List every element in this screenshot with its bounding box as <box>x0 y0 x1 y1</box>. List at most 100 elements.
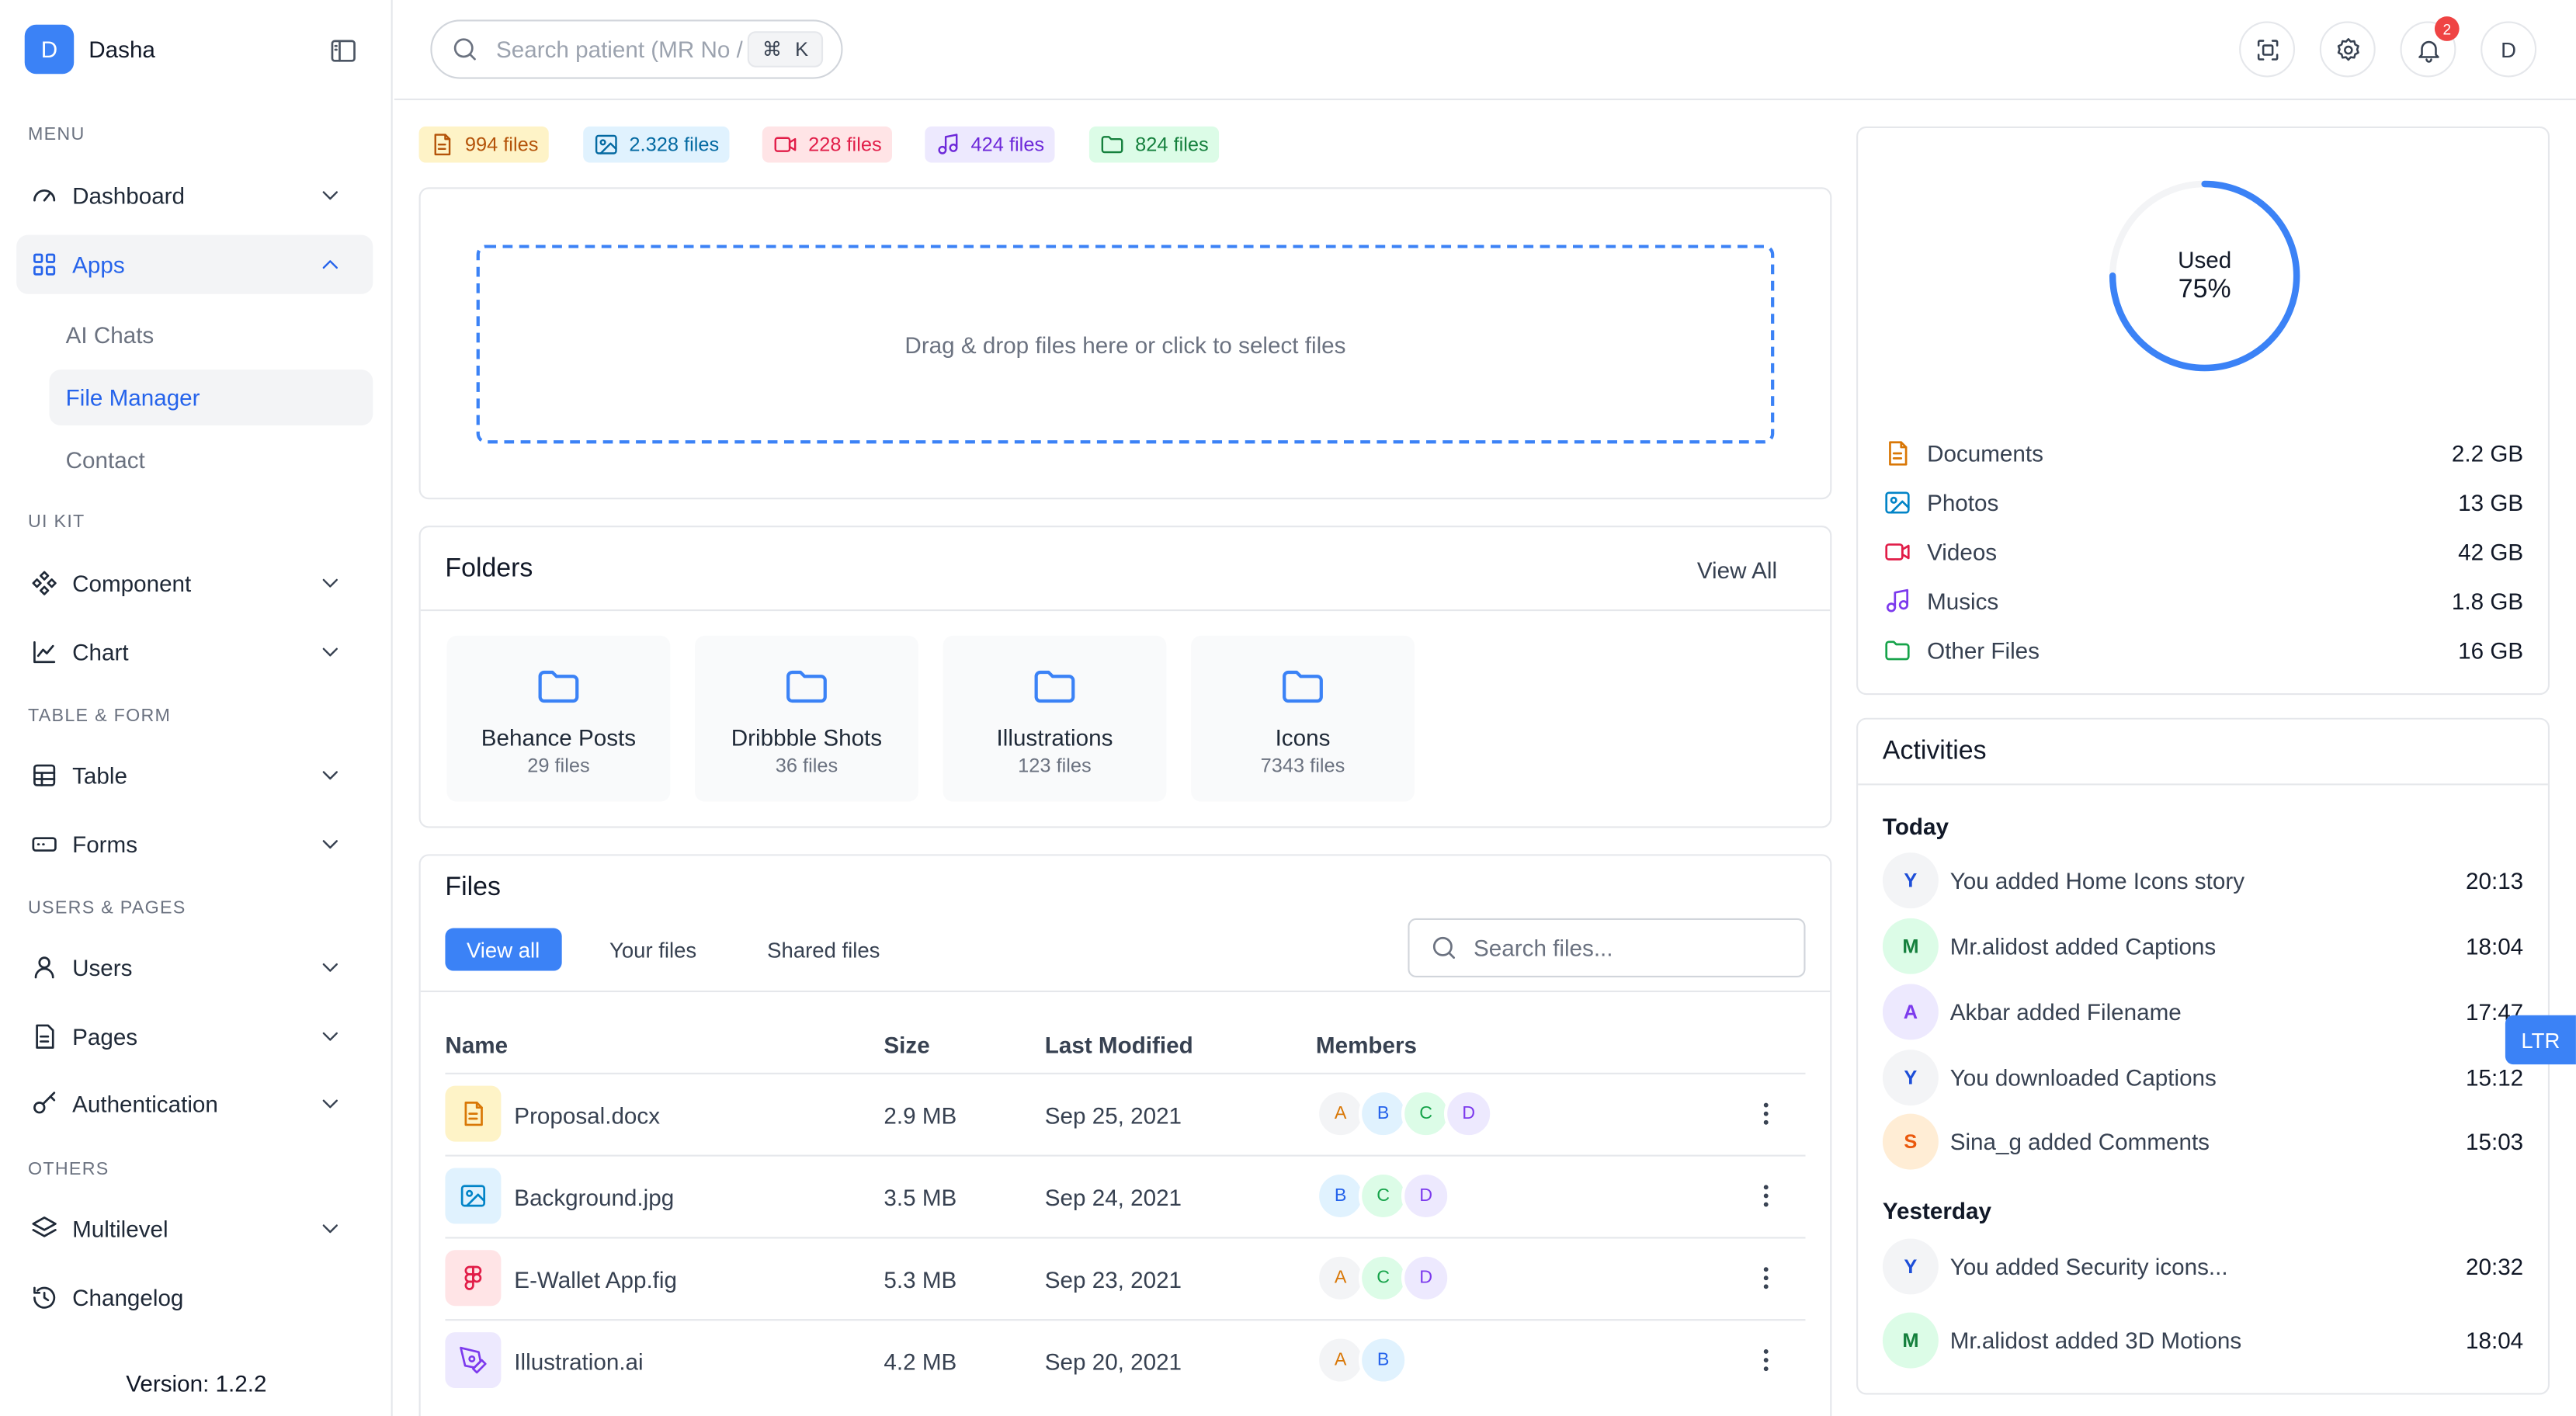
avatar: D <box>1443 1088 1494 1139</box>
sidebar: D Dasha MENU Dashboard Apps AI Chats Fil… <box>0 0 393 1416</box>
activity-time: 20:32 <box>2466 1253 2524 1280</box>
column-header-size[interactable]: Size <box>884 1031 930 1058</box>
more-vertical-icon[interactable] <box>1751 1345 1781 1375</box>
notifications-button[interactable]: 2 <box>2400 16 2460 78</box>
avatar: A <box>1315 1335 1366 1385</box>
file-size: 2.9 MB <box>884 1102 957 1129</box>
activity-text: You downloaded Captions <box>1949 1064 2217 1092</box>
patient-search-input[interactable]: Search patient (MR No / Phone) ⌘ K <box>430 19 843 79</box>
storage-category-value: 1.8 GB <box>2451 588 2524 615</box>
sidebar-item-label: Pages <box>72 1023 138 1050</box>
sidebar-item-multilevel[interactable]: Multilevel <box>16 1199 373 1258</box>
direction-toggle-button[interactable]: LTR <box>2505 1015 2576 1065</box>
image-icon <box>595 134 617 154</box>
folders-view-all-link[interactable]: View All <box>1696 557 1778 584</box>
folder-item[interactable]: Behance Posts 29 files <box>446 635 671 802</box>
file-name[interactable]: Illustration.ai <box>514 1348 644 1376</box>
sidebar-item-apps[interactable]: Apps <box>16 234 373 294</box>
chip-other-files[interactable]: 824 files <box>1088 126 1219 163</box>
cmd-key: ⌘ <box>762 37 783 61</box>
document-icon <box>434 134 451 156</box>
sidebar-subitem-ai-chats[interactable]: AI Chats <box>65 321 154 349</box>
more-vertical-icon[interactable] <box>1751 1181 1781 1210</box>
sidebar-item-forms[interactable]: Forms <box>16 815 373 874</box>
sidebar-item-pages[interactable]: Pages <box>16 1007 373 1066</box>
scan-button[interactable] <box>2239 21 2296 78</box>
sidebar-toggle-icon[interactable] <box>328 36 358 66</box>
gauge-icon <box>33 189 56 202</box>
activity-time: 15:12 <box>2466 1064 2524 1092</box>
sidebar-item-table[interactable]: Table <box>16 746 373 805</box>
sidebar-item-changelog[interactable]: Changelog <box>16 1268 373 1328</box>
file-name[interactable]: Proposal.docx <box>514 1102 661 1129</box>
chip-musics[interactable]: 424 files <box>925 126 1054 163</box>
file-size: 3.5 MB <box>884 1184 957 1211</box>
settings-button[interactable] <box>2319 21 2376 78</box>
form-input-icon <box>32 837 57 852</box>
activity-text: Sina_g added Comments <box>1949 1128 2210 1155</box>
more-vertical-icon[interactable] <box>1751 1263 1781 1293</box>
file-name[interactable]: Background.jpg <box>514 1184 675 1211</box>
table-row[interactable]: Background.jpg 3.5 MB Sep 24, 2021 B C D <box>445 1154 1806 1237</box>
files-search-input[interactable]: Search files... <box>1408 918 1806 978</box>
section-label-users-pages: USERS & PAGES <box>27 898 186 918</box>
avatar: B <box>1358 1335 1408 1385</box>
chevron-down-icon <box>322 963 338 972</box>
member-avatars: A B C D <box>1315 1088 1494 1139</box>
search-placeholder: Search patient (MR No / Phone) <box>496 36 743 63</box>
storage-row-musics: Musics 1.8 GB <box>1883 583 2523 620</box>
bell-icon <box>2418 40 2439 62</box>
storage-category-value: 42 GB <box>2458 539 2524 565</box>
column-header-name[interactable]: Name <box>445 1031 509 1058</box>
gear-icon <box>2336 36 2359 61</box>
folder-item[interactable]: Illustrations 123 files <box>943 635 1167 802</box>
brand[interactable]: D Dasha <box>24 24 155 75</box>
folder-item[interactable]: Dribbble Shots 36 files <box>695 635 918 802</box>
sidebar-item-authentication[interactable]: Authentication <box>16 1074 373 1133</box>
sidebar-item-users[interactable]: Users <box>16 938 373 997</box>
table-row[interactable]: Illustration.ai 4.2 MB Sep 20, 2021 A B <box>445 1319 1806 1401</box>
table-row[interactable]: Proposal.docx 2.9 MB Sep 25, 2021 A B C … <box>445 1072 1806 1155</box>
sidebar-subitem-file-manager[interactable]: File Manager <box>49 370 373 426</box>
user-icon <box>34 956 54 979</box>
sidebar-subitem-contact[interactable]: Contact <box>65 446 145 474</box>
tab-shared-files[interactable]: Shared files <box>767 937 880 962</box>
file-size: 4.2 MB <box>884 1348 957 1376</box>
avatar: Y <box>1882 1238 1939 1295</box>
folder-item[interactable]: Icons 7343 files <box>1191 635 1415 802</box>
tab-view-all[interactable]: View all <box>445 928 561 971</box>
sidebar-item-label: Chart <box>72 639 129 665</box>
scan-icon <box>2256 39 2278 60</box>
user-avatar-button[interactable]: D <box>2481 21 2537 78</box>
table-row[interactable]: E-Wallet App.fig 5.3 MB Sep 23, 2021 A C… <box>445 1237 1806 1319</box>
sidebar-item-chart[interactable]: Chart <box>16 623 373 682</box>
activity-item: M Mr.alidost added Captions 18:04 <box>1882 918 2523 974</box>
column-header-modified[interactable]: Last Modified <box>1044 1031 1193 1058</box>
sidebar-item-label: Authentication <box>72 1091 218 1117</box>
file-dropzone[interactable]: Drag & drop files here or click to selec… <box>476 245 1775 444</box>
activities-today-label: Today <box>1882 813 1949 840</box>
chip-photos[interactable]: 2.328 files <box>583 126 729 163</box>
more-vertical-icon[interactable] <box>1751 1099 1781 1129</box>
file-text-icon <box>36 1024 54 1049</box>
activities-yesterday-label: Yesterday <box>1882 1197 1991 1224</box>
chip-documents[interactable]: 994 files <box>418 126 549 163</box>
folder-icon <box>1034 670 1075 703</box>
folders-divider <box>420 609 1831 612</box>
chip-videos[interactable]: 228 files <box>762 126 892 163</box>
avatar: D <box>1401 1171 1451 1221</box>
avatar: Y <box>1882 1050 1939 1106</box>
sidebar-item-component[interactable]: Component <box>16 554 373 613</box>
activity-text: Mr.alidost added Captions <box>1949 932 2217 960</box>
avatar: C <box>1358 1171 1408 1221</box>
activity-time: 18:04 <box>2466 1327 2524 1354</box>
activity-item: Y You added Home Icons story 20:13 <box>1882 852 2523 909</box>
tab-your-files[interactable]: Your files <box>609 937 697 962</box>
storage-category-value: 2.2 GB <box>2451 440 2524 467</box>
storage-category-name: Musics <box>1927 588 1999 615</box>
sidebar-item-dashboard[interactable]: Dashboard <box>16 166 373 225</box>
avatar: C <box>1358 1253 1408 1303</box>
music-icon <box>938 134 958 154</box>
file-name[interactable]: E-Wallet App.fig <box>514 1266 677 1293</box>
storage-row-documents: Documents 2.2 GB <box>1883 436 2523 472</box>
